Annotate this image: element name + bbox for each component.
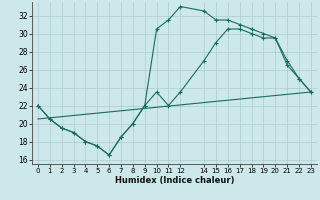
X-axis label: Humidex (Indice chaleur): Humidex (Indice chaleur) [115, 176, 234, 185]
